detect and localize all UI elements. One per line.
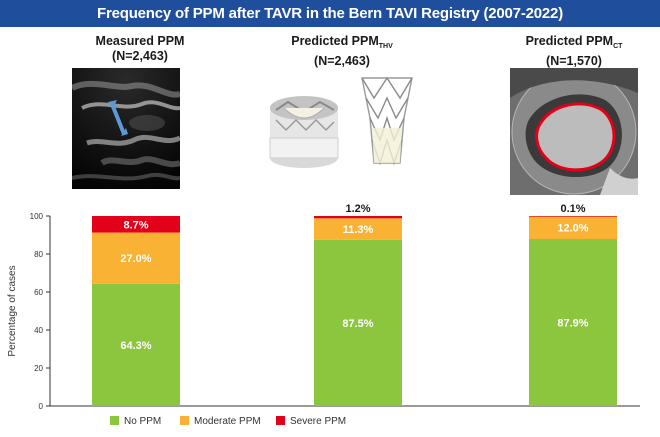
column-n: (N=1,570) xyxy=(546,54,602,68)
bar-segment-no-ppm xyxy=(92,283,180,406)
column-title: Measured PPM xyxy=(95,34,185,48)
column-header-predicted-ct: Predicted PPMCT (N=1,570) xyxy=(474,34,660,69)
bar-segment-moderate-ppm xyxy=(314,218,402,240)
bar-segment-no-ppm xyxy=(314,239,402,406)
legend-label: Moderate PPM xyxy=(194,416,261,427)
y-tick-label: 60 xyxy=(34,288,43,297)
legend-label: Severe PPM xyxy=(290,416,346,427)
data-label: 12.0% xyxy=(557,223,588,235)
y-tick-label: 40 xyxy=(34,326,43,335)
y-axis-title: Percentage of cases xyxy=(7,265,18,356)
ct-annulus-image xyxy=(510,68,638,195)
echocardiogram-image xyxy=(72,68,180,189)
data-label: 11.3% xyxy=(343,224,374,236)
y-tick-label: 100 xyxy=(30,212,44,221)
bar-segment-severe-ppm xyxy=(314,216,402,219)
stacked-bar-chart: 0 20 40 60 80 100 Percentage of cases 64.3% 27.… xyxy=(7,203,640,427)
data-label: 0.1% xyxy=(560,203,585,215)
column-n: (N=2,463) xyxy=(112,49,168,63)
data-label: 87.9% xyxy=(557,317,588,329)
measurement-arrow xyxy=(110,103,126,135)
legend-swatch xyxy=(110,416,119,425)
data-label: 27.0% xyxy=(120,253,151,265)
column-title: Predicted PPM xyxy=(291,34,379,48)
legend-swatch xyxy=(180,416,189,425)
column-subscript: THV xyxy=(378,43,393,50)
bar-segment-no-ppm xyxy=(529,238,617,406)
column-header-measured: Measured PPM (N=2,463) xyxy=(40,34,240,64)
heart-valve-illustration xyxy=(262,68,422,193)
column-title: Predicted PPM xyxy=(525,34,614,48)
bar-segment-moderate-ppm xyxy=(529,216,617,239)
annulus-outline xyxy=(535,102,616,172)
y-tick-label: 80 xyxy=(34,250,43,259)
data-label: 87.5% xyxy=(342,318,373,330)
y-tick-label: 0 xyxy=(39,402,44,411)
data-label: 64.3% xyxy=(120,340,151,352)
column-subscript: CT xyxy=(613,43,623,50)
bar-segment-severe-ppm xyxy=(92,216,180,233)
legend-swatch xyxy=(276,416,285,425)
data-label: 1.2% xyxy=(345,203,370,215)
y-tick-label: 20 xyxy=(34,364,43,373)
data-label: 8.7% xyxy=(123,219,148,231)
bar-segment-severe-ppm xyxy=(529,216,617,217)
column-header-predicted-thv: Predicted PPMTHV (N=2,463) xyxy=(242,34,442,69)
legend-label: No PPM xyxy=(124,416,161,427)
column-n: (N=2,463) xyxy=(314,54,370,68)
figure-title: Frequency of PPM after TAVR in the Bern … xyxy=(0,0,660,27)
bar-segment-moderate-ppm xyxy=(92,232,180,284)
